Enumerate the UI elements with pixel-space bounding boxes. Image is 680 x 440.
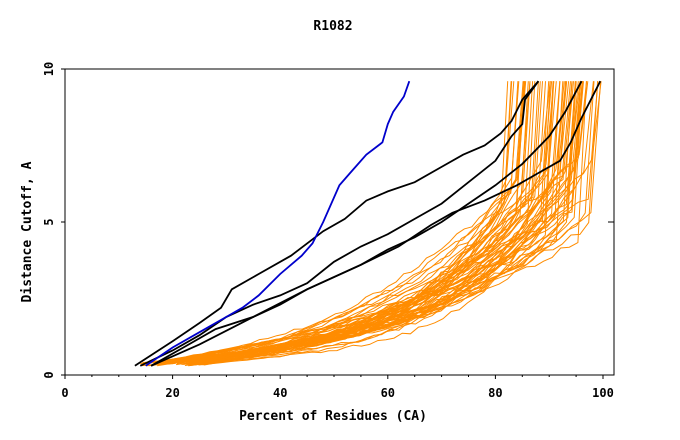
model-curve xyxy=(176,81,526,366)
model-curve xyxy=(184,81,565,363)
model-curve xyxy=(153,81,525,363)
y-tick-label: 10 xyxy=(42,62,56,76)
y-tick-label: 0 xyxy=(42,371,56,378)
model-curves xyxy=(140,81,602,367)
x-axis: 0 20 40 60 80 100 xyxy=(61,375,614,400)
model-curve xyxy=(144,81,531,364)
model-curve xyxy=(184,81,520,366)
y-axis-label: Distance Cutoff, A xyxy=(20,161,35,302)
reference-curve xyxy=(150,80,583,367)
x-tick-label: 40 xyxy=(273,386,287,400)
x-axis-label: Percent of Residues (CA) xyxy=(239,409,427,424)
y-tick-label: 5 xyxy=(42,218,56,225)
x-tick-label: 0 xyxy=(61,386,68,400)
model-curve xyxy=(201,81,509,366)
chart-title: R1082 xyxy=(313,19,352,34)
reference-curves xyxy=(134,80,602,367)
x-tick-label: 100 xyxy=(592,386,614,400)
reference-curve xyxy=(150,80,602,367)
x-tick-label: 80 xyxy=(488,386,502,400)
x-tick-label: 20 xyxy=(165,386,179,400)
model-curve xyxy=(188,81,513,364)
highlight-curve xyxy=(145,80,411,367)
model-curve xyxy=(168,81,583,363)
x-tick-label: 60 xyxy=(381,386,395,400)
model-curve xyxy=(198,81,574,366)
y-axis: 0 5 10 xyxy=(42,62,614,379)
reference-curve xyxy=(134,80,540,367)
